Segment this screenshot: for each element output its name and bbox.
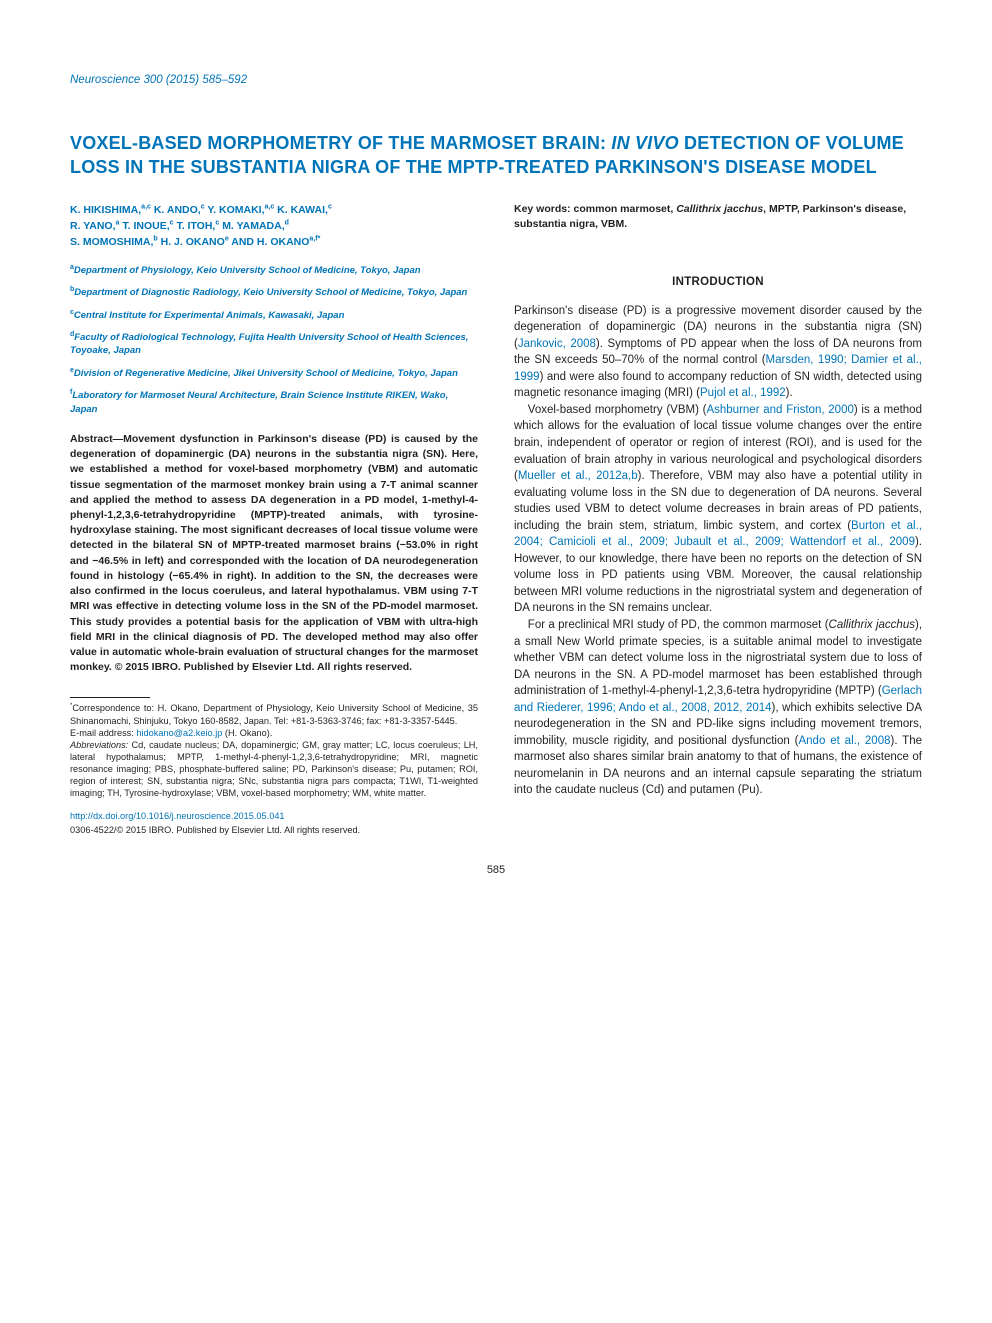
keywords: Key words: common marmoset, Callithrix j… xyxy=(514,202,922,232)
abstract: Abstract—Movement dysfunction in Parkins… xyxy=(70,432,478,676)
affiliation-text: Faculty of Radiological Technology, Fuji… xyxy=(70,332,468,356)
abbreviations-footnote: Abbreviations: Cd, caudate nucleus; DA, … xyxy=(70,739,478,800)
keywords-body-a: common marmoset, xyxy=(574,203,677,215)
title-italic: IN VIVO xyxy=(611,133,678,153)
author: K. HIKISHIMA, xyxy=(70,204,141,216)
email-link[interactable]: hidokano@a2.keio.jp xyxy=(136,728,222,738)
affiliation-text: Department of Diagnostic Radiology, Keio… xyxy=(74,287,467,298)
author: AND H. OKANO xyxy=(231,236,309,248)
author-affil-sup: c xyxy=(328,203,332,210)
author-affil-sup: c xyxy=(201,203,205,210)
email-who: (H. Okano). xyxy=(222,728,272,738)
left-column: K. HIKISHIMA,a,c K. ANDO,c Y. KOMAKI,a,c… xyxy=(70,202,478,837)
author: T. ITOH, xyxy=(176,220,215,232)
citation-link[interactable]: Mueller et al., 2012a,b xyxy=(518,470,638,482)
correspondence-footnote: *Correspondence to: H. Okano, Department… xyxy=(70,702,478,726)
article-title: VOXEL-BASED MORPHOMETRY OF THE MARMOSET … xyxy=(70,132,922,180)
author-affil-sup: c xyxy=(170,220,174,227)
text: Voxel-based morphometry (VBM) ( xyxy=(528,404,707,416)
author: M. YAMADA, xyxy=(222,220,284,232)
corr-text: Correspondence to: H. Okano, Department … xyxy=(70,703,478,725)
author-affil-sup: a,f* xyxy=(309,236,320,243)
title-part-a: VOXEL-BASED MORPHOMETRY OF THE MARMOSET … xyxy=(70,133,611,153)
affiliation: eDivision of Regenerative Medicine, Jike… xyxy=(70,366,478,380)
citation-link[interactable]: Jankovic, 2008 xyxy=(518,338,596,350)
affiliation-text: Laboratory for Marmoset Neural Architect… xyxy=(70,390,448,414)
intro-para-3: For a preclinical MRI study of PD, the c… xyxy=(514,617,922,799)
abbr-label: Abbreviations: xyxy=(70,740,128,750)
author: H. J. OKANO xyxy=(161,236,225,248)
author-affil-sup: a xyxy=(116,220,120,227)
author: R. YANO, xyxy=(70,220,116,232)
affiliation-text: Department of Physiology, Keio Universit… xyxy=(74,265,421,276)
citation-link[interactable]: Pujol et al., 1992 xyxy=(700,387,786,399)
affiliation: bDepartment of Diagnostic Radiology, Kei… xyxy=(70,285,478,299)
email-label: E-mail address: xyxy=(70,728,136,738)
text: For a preclinical MRI study of PD, the c… xyxy=(528,619,829,631)
doi-link[interactable]: http://dx.doi.org/10.1016/j.neuroscience… xyxy=(70,810,478,823)
footnote-rule xyxy=(70,697,150,698)
author: Y. KOMAKI, xyxy=(207,204,264,216)
affiliation: fLaboratory for Marmoset Neural Architec… xyxy=(70,388,478,416)
keywords-label: Key words: xyxy=(514,203,574,215)
author-affil-sup: b xyxy=(153,236,157,243)
journal-reference: Neuroscience 300 (2015) 585–592 xyxy=(70,72,922,88)
abstract-body: Movement dysfunction in Parkinson's dise… xyxy=(70,433,478,673)
intro-para-1: Parkinson's disease (PD) is a progressiv… xyxy=(514,303,922,402)
author: T. INOUE, xyxy=(122,220,169,232)
issn-line: 0306-4522/© 2015 IBRO. Published by Else… xyxy=(70,824,478,837)
abstract-label: Abstract— xyxy=(70,433,123,445)
email-footnote: E-mail address: hidokano@a2.keio.jp (H. … xyxy=(70,727,478,739)
author: K. KAWAI, xyxy=(277,204,328,216)
author-list: K. HIKISHIMA,a,c K. ANDO,c Y. KOMAKI,a,c… xyxy=(70,202,478,251)
affiliation-text: Division of Regenerative Medicine, Jikei… xyxy=(74,368,458,379)
page-number: 585 xyxy=(70,863,922,879)
author-affil-sup: a,c xyxy=(141,203,151,210)
author: S. MOMOSHIMA, xyxy=(70,236,153,248)
text: ). xyxy=(786,387,793,399)
citation-link[interactable]: Ando et al., 2008 xyxy=(798,735,890,747)
citation-link[interactable]: Ashburner and Friston, 2000 xyxy=(706,404,853,416)
affiliation-text: Central Institute for Experimental Anima… xyxy=(74,310,344,321)
author-affil-sup: e xyxy=(225,236,229,243)
author: K. ANDO, xyxy=(154,204,201,216)
author-affil-sup: a,c xyxy=(265,203,275,210)
right-column: Key words: common marmoset, Callithrix j… xyxy=(514,202,922,837)
abbr-body: Cd, caudate nucleus; DA, dopaminergic; G… xyxy=(70,740,478,799)
intro-para-2: Voxel-based morphometry (VBM) (Ashburner… xyxy=(514,402,922,617)
author-affil-sup: c xyxy=(215,220,219,227)
two-column-layout: K. HIKISHIMA,a,c K. ANDO,c Y. KOMAKI,a,c… xyxy=(70,202,922,837)
affiliation: dFaculty of Radiological Technology, Fuj… xyxy=(70,330,478,358)
intro-heading: INTRODUCTION xyxy=(514,274,922,290)
species-italic: Callithrix jacchus xyxy=(829,619,915,631)
author-affil-sup: d xyxy=(285,220,289,227)
affiliation: aDepartment of Physiology, Keio Universi… xyxy=(70,263,478,277)
affiliation: cCentral Institute for Experimental Anim… xyxy=(70,308,478,322)
keywords-italic: Callithrix jacchus xyxy=(676,203,763,215)
